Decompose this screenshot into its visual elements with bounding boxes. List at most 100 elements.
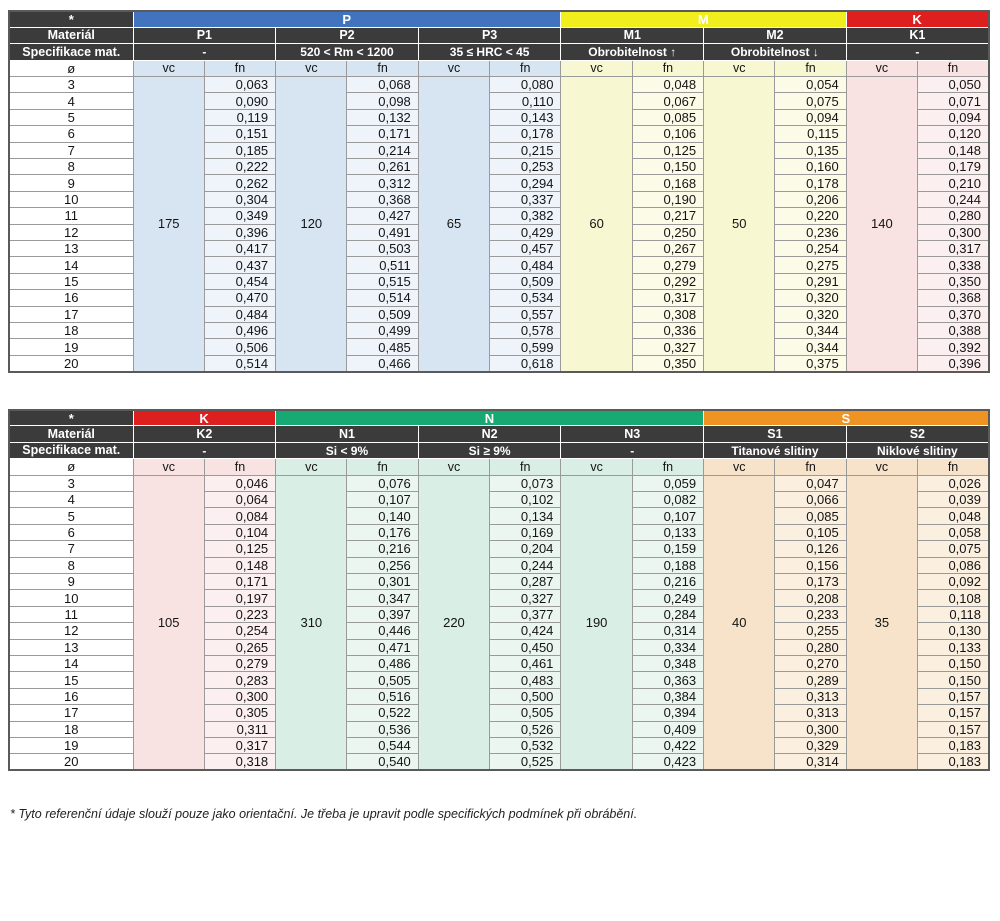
vc-header-p2: vc (275, 59, 348, 78)
spec-n3: - (560, 441, 705, 460)
diameter-value: 11 (8, 605, 134, 624)
fn-value-n2: 0,505 (489, 704, 562, 722)
vc-value-n3: 190 (560, 474, 633, 771)
fn-value-p2: 0,368 (346, 190, 419, 209)
spec-p3: 35 ≤ HRC < 45 (417, 43, 562, 61)
fn-value-n3: 0,422 (631, 736, 705, 755)
diameter-value: 12 (8, 622, 134, 640)
data-row-d9: 9 0,171 0,301 0,287 0,216 0,173 0,092 (8, 572, 990, 591)
fn-value-p1: 0,454 (203, 272, 277, 291)
diameter-value: 19 (8, 338, 134, 356)
cutting-data-table-1: * P M K Materiál P1 P2 P3 M1 M2 K1 Specifikace mat.… (8, 10, 990, 373)
fn-value-k2: 0,265 (203, 638, 277, 656)
group-header-k: K (132, 409, 277, 427)
vc-value-s1: 40 (703, 474, 776, 771)
fn-value-p2: 0,132 (346, 108, 419, 127)
fn-value-n2: 0,424 (489, 622, 562, 640)
fn-value-n1: 0,107 (346, 491, 419, 509)
fn-value-k1: 0,244 (917, 190, 990, 209)
fn-value-k2: 0,305 (203, 704, 277, 722)
data-row-d14: 14 0,437 0,511 0,484 0,279 0,275 0,338 (8, 256, 990, 274)
fn-value-k1: 0,179 (917, 158, 990, 176)
data-row-d7: 7 0,125 0,216 0,204 0,159 0,126 0,075 (8, 540, 990, 558)
fn-value-p1: 0,090 (203, 92, 277, 110)
fn-value-m1: 0,190 (631, 190, 705, 209)
fn-value-k2: 0,064 (203, 491, 277, 509)
material-code-k1: K1 (845, 26, 990, 45)
vc-header-n1: vc (275, 458, 348, 476)
fn-value-p3: 0,618 (489, 354, 562, 373)
data-row-d3: 3 175 0,063 120 0,068 65 0,080 60 0,048 50 0,054 14… (8, 76, 990, 373)
fn-value-p2: 0,427 (346, 207, 419, 225)
fn-header-p1: fn (203, 59, 277, 78)
fn-value-n1: 0,301 (346, 572, 419, 591)
fn-value-m2: 0,320 (774, 289, 847, 307)
vc-header-s1: vc (703, 458, 776, 476)
vc-value-p3: 65 (417, 76, 491, 373)
diameter-value: 6 (8, 523, 134, 542)
fn-value-m1: 0,350 (631, 354, 705, 373)
diameter-value: 4 (8, 92, 134, 110)
fn-value-n1: 0,536 (346, 720, 419, 738)
fn-value-k2: 0,254 (203, 622, 277, 640)
fn-value-m2: 0,236 (774, 223, 847, 241)
fn-value-k2: 0,317 (203, 736, 277, 755)
fn-value-n3: 0,082 (631, 491, 705, 509)
fn-value-p2: 0,511 (346, 256, 419, 274)
fn-value-k2: 0,223 (203, 605, 277, 624)
diameter-value: 8 (8, 158, 134, 176)
fn-header-m2: fn (774, 59, 847, 78)
fn-value-s1: 0,173 (774, 572, 847, 591)
fn-value-n2: 0,169 (489, 523, 562, 542)
data-row-d18: 18 0,496 0,499 0,578 0,336 0,344 0,388 (8, 321, 990, 340)
fn-value-n2: 0,526 (489, 720, 562, 738)
fn-value-p2: 0,515 (346, 272, 419, 291)
data-row-d13: 13 0,265 0,471 0,450 0,334 0,280 0,133 (8, 638, 990, 656)
vc-header-k2: vc (132, 458, 205, 476)
fn-value-m2: 0,054 (774, 76, 847, 94)
data-row-d16: 16 0,300 0,516 0,500 0,384 0,313 0,157 (8, 687, 990, 706)
fn-value-s1: 0,085 (774, 507, 847, 525)
fn-value-n3: 0,409 (631, 720, 705, 738)
fn-value-s2: 0,150 (917, 671, 990, 689)
fn-value-k1: 0,120 (917, 125, 990, 143)
spec-row-label: Specifikace mat. (8, 441, 134, 460)
fn-value-n1: 0,516 (346, 687, 419, 706)
fn-value-p3: 0,484 (489, 256, 562, 274)
fn-value-s2: 0,157 (917, 687, 990, 706)
fn-value-p1: 0,514 (203, 354, 277, 373)
fn-value-n3: 0,159 (631, 540, 705, 558)
fn-value-k2: 0,311 (203, 720, 277, 738)
fn-value-k1: 0,071 (917, 92, 990, 110)
fn-value-s1: 0,047 (774, 474, 847, 493)
vc-value-k1: 140 (845, 76, 919, 373)
fn-value-m2: 0,220 (774, 207, 847, 225)
data-row-d15: 15 0,283 0,505 0,483 0,363 0,289 0,150 (8, 671, 990, 689)
data-row-d8: 8 0,148 0,256 0,244 0,188 0,156 0,086 (8, 556, 990, 575)
fn-value-m2: 0,344 (774, 321, 847, 340)
diameter-value: 20 (8, 354, 134, 373)
corner-star-cell: * (8, 10, 134, 28)
data-row-d16: 16 0,470 0,514 0,534 0,317 0,320 0,368 (8, 289, 990, 307)
fn-value-p1: 0,396 (203, 223, 277, 241)
diameter-value: 10 (8, 190, 134, 209)
fn-value-s1: 0,126 (774, 540, 847, 558)
fn-value-m1: 0,279 (631, 256, 705, 274)
fn-value-p3: 0,337 (489, 190, 562, 209)
data-row-d6: 6 0,151 0,171 0,178 0,106 0,115 0,120 (8, 125, 990, 143)
fn-value-k1: 0,317 (917, 239, 990, 258)
fn-value-p3: 0,143 (489, 108, 562, 127)
fn-value-p1: 0,506 (203, 338, 277, 356)
spec-m1: Obrobitelnost ↑ (560, 43, 705, 61)
fn-value-k1: 0,338 (917, 256, 990, 274)
fn-value-n3: 0,394 (631, 704, 705, 722)
data-row-d17: 17 0,484 0,509 0,557 0,308 0,320 0,370 (8, 305, 990, 323)
fn-value-n3: 0,423 (631, 753, 705, 771)
fn-value-p1: 0,262 (203, 174, 277, 192)
fn-value-m1: 0,048 (631, 76, 705, 94)
fn-value-m1: 0,125 (631, 141, 705, 160)
fn-value-s2: 0,183 (917, 753, 990, 771)
fn-header-m1: fn (631, 59, 705, 78)
diameter-value: 15 (8, 272, 134, 291)
fn-value-n3: 0,059 (631, 474, 705, 493)
